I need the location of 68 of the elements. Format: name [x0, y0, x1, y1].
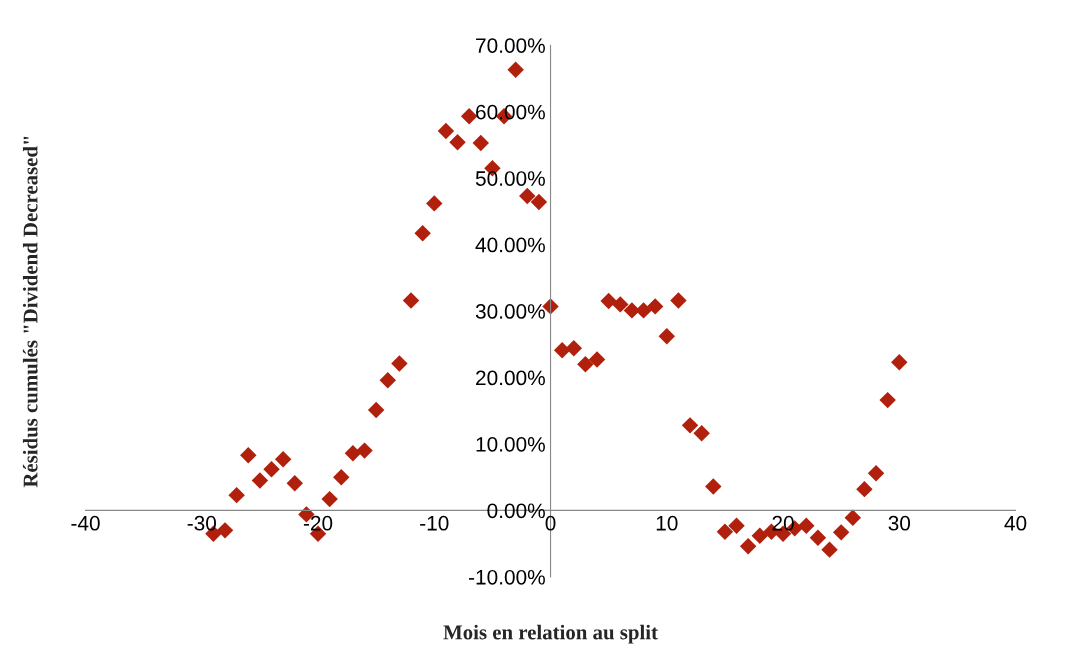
x-tick-label: 10 — [656, 515, 678, 531]
y-tick-label: 70.00% — [476, 38, 545, 53]
point — [449, 134, 466, 151]
point — [553, 342, 571, 359]
point — [460, 108, 478, 125]
point — [519, 187, 536, 205]
point — [856, 480, 873, 498]
point — [286, 474, 303, 492]
point — [646, 298, 664, 315]
x-tick-label: 40 — [1004, 515, 1027, 531]
point — [612, 296, 629, 313]
x-tick-label: -40 — [71, 515, 100, 531]
point — [344, 445, 362, 462]
point — [635, 302, 652, 319]
point — [507, 61, 524, 79]
point — [391, 355, 408, 372]
point — [263, 461, 280, 478]
x-axis-title: Mois en relation au split — [443, 624, 658, 644]
y-tick-label: 40.00% — [475, 237, 545, 253]
point — [879, 391, 896, 409]
point — [867, 464, 885, 482]
point — [251, 472, 269, 489]
point — [565, 340, 582, 357]
y-tick-label: 10.00% — [476, 436, 545, 452]
point — [577, 356, 594, 373]
y-tick-label: 20.00% — [476, 370, 545, 386]
point — [321, 490, 338, 508]
point — [705, 478, 722, 495]
point — [437, 122, 455, 140]
point — [600, 292, 617, 310]
point — [728, 517, 745, 534]
point — [356, 442, 373, 459]
point — [821, 541, 838, 558]
y-axis-title: Résidus cumulés "Dividend Decreased" — [22, 136, 38, 488]
point — [530, 193, 548, 211]
point — [891, 354, 908, 371]
point — [693, 425, 710, 442]
point — [228, 486, 245, 504]
point — [716, 523, 734, 540]
point — [739, 538, 757, 555]
x-tick-label: -10 — [420, 515, 449, 531]
x-tick-label: -20 — [303, 515, 333, 531]
point — [402, 292, 420, 309]
point — [274, 451, 292, 468]
y-tick-label: -10.00% — [469, 569, 545, 585]
point — [751, 527, 769, 544]
point — [798, 517, 815, 534]
y-tick-label: 30.00% — [475, 304, 545, 319]
point — [670, 292, 687, 309]
point — [832, 524, 850, 541]
point — [472, 134, 489, 152]
point — [367, 401, 385, 419]
x-tick-label: 30 — [888, 515, 911, 531]
point — [844, 509, 862, 526]
point — [414, 225, 431, 242]
point — [588, 351, 606, 368]
point — [809, 529, 827, 546]
point — [379, 371, 396, 389]
point — [216, 522, 234, 539]
point — [681, 417, 699, 434]
y-tick-label: 50.00% — [475, 171, 545, 186]
point — [658, 328, 676, 345]
point — [333, 468, 350, 486]
x-tick-label: 0 — [545, 515, 556, 531]
y-tick-label: 0.00% — [487, 503, 545, 519]
x-tick-label: -30 — [187, 515, 217, 531]
point — [240, 447, 257, 464]
point — [426, 195, 443, 212]
